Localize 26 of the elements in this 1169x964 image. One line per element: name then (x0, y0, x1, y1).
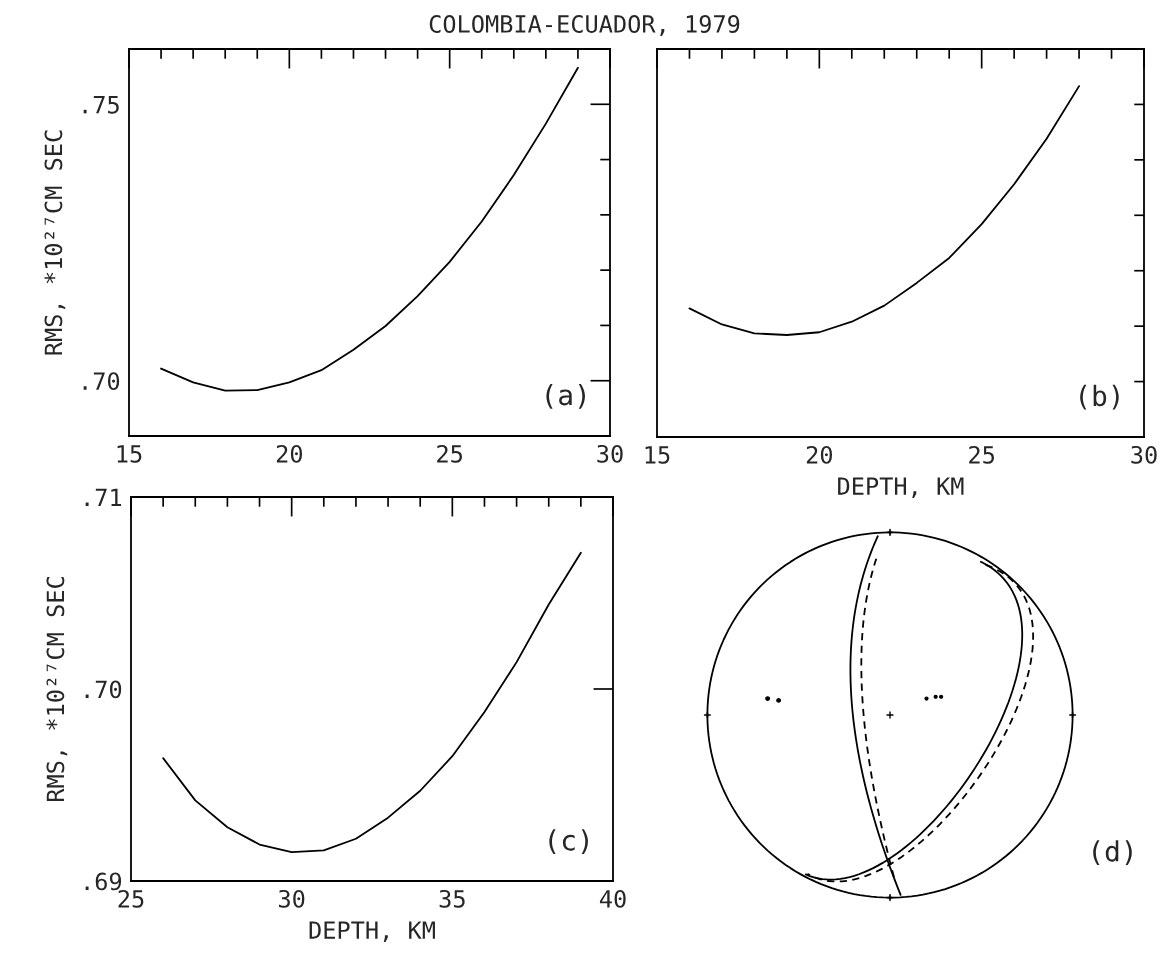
annotation: (b) (1080, 384, 1119, 410)
x-axis-title: DEPTH, KM (309, 921, 435, 943)
chart-title: COLOMBIA-ECUADOR, 1979 (429, 15, 740, 36)
x-tick-label: 30 (279, 889, 305, 908)
annotation: (a) (546, 383, 585, 409)
x-tick-label: 15 (645, 446, 670, 464)
x-axis-title: DEPTH, KM (838, 477, 964, 499)
y-tick-label: .70 (83, 372, 120, 391)
annotation: (c) (549, 829, 588, 854)
y-tick-label: .71 (85, 488, 122, 507)
text: (d) (1093, 840, 1132, 865)
x-tick-label: 30 (597, 444, 623, 463)
y-tick-label: .69 (85, 872, 122, 891)
x-tick-label: 25 (118, 889, 144, 908)
x-tick-label: 20 (276, 444, 303, 463)
x-tick-label: 15 (117, 445, 142, 463)
x-tick-label: 20 (806, 445, 833, 464)
y-axis-title: RMS, *10²⁷CM SEC (46, 577, 68, 802)
y-tick-label: .75 (83, 96, 119, 114)
x-tick-label: 35 (439, 889, 465, 908)
x-tick-label: 25 (437, 444, 462, 463)
x-tick-label: 30 (1131, 445, 1157, 464)
y-axis-title: RMS, *10²⁷CM SEC (44, 130, 66, 355)
x-tick-label: 25 (969, 445, 994, 464)
x-tick-label: 40 (599, 889, 626, 908)
y-tick-label: .70 (85, 680, 122, 699)
